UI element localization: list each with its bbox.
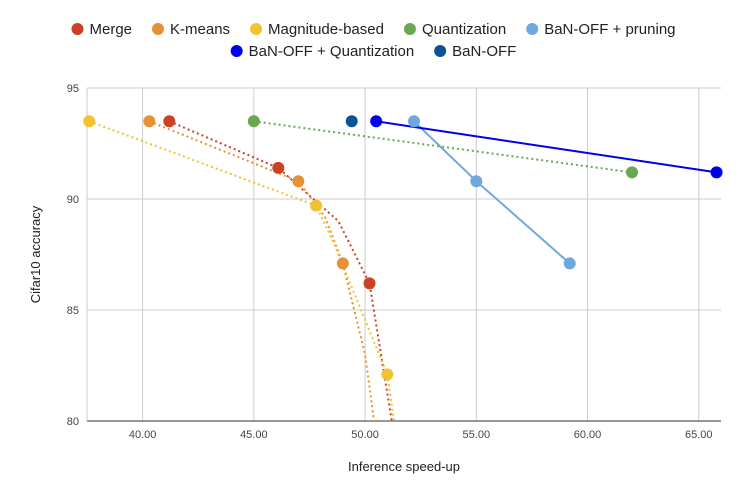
point-k-means	[292, 175, 305, 188]
legend-label-quantization: Quantization	[422, 21, 506, 38]
x-tick-label: 65.00	[685, 429, 713, 441]
legend-marker-ban-off	[434, 45, 447, 57]
legend-marker-k-means	[152, 23, 165, 35]
point-magnitude-based	[83, 115, 96, 128]
legend-marker-ban-off-pruning	[526, 23, 539, 35]
x-tick-label: 40.00	[129, 429, 157, 441]
point-quantization	[247, 115, 260, 128]
y-tick-label: 80	[67, 416, 79, 428]
point-merge	[163, 115, 176, 128]
series-points	[83, 115, 723, 381]
legend-label-ban-off-quantization: BaN-OFF + Quantization	[249, 43, 414, 60]
point-magnitude-based	[310, 199, 323, 212]
trendline-ban-off-pruning	[413, 120, 571, 265]
point-ban-off-pruning	[408, 115, 421, 128]
trendline-ban-off-quantization	[376, 120, 717, 174]
x-tick-label: 50.00	[351, 429, 379, 441]
legend-item-magnitude-based: Magnitude-based	[250, 21, 384, 38]
point-k-means	[143, 115, 156, 128]
legend-item-ban-off-pruning: BaN-OFF + pruning	[526, 21, 676, 38]
point-ban-off-pruning	[470, 175, 483, 188]
x-tick-label: 55.00	[463, 429, 491, 441]
legend-item-ban-off-quantization: BaN-OFF + Quantization	[230, 43, 414, 60]
y-tick-label: 85	[67, 305, 79, 317]
x-axis-title: Inference speed-up	[348, 459, 460, 474]
legend-marker-ban-off-quantization	[230, 45, 243, 57]
x-tick-label: 60.00	[574, 429, 602, 441]
legend-marker-magnitude-based	[250, 23, 263, 35]
trendline-magnitude-based	[88, 120, 395, 421]
legend-marker-merge	[71, 23, 84, 35]
trendline-k-means	[148, 120, 375, 421]
y-tick-label: 90	[67, 194, 79, 206]
legend-item-k-means: K-means	[152, 21, 230, 38]
legend-item-quantization: Quantization	[403, 21, 506, 38]
trendline-quantization	[253, 120, 633, 174]
grid-lines	[86, 87, 721, 422]
legend-item-ban-off: BaN-OFF	[434, 43, 516, 60]
point-quantization	[626, 166, 639, 179]
y-axis-title: Cifar10 accuracy	[28, 205, 43, 303]
point-ban-off-quantization	[710, 166, 723, 179]
legend-marker-quantization	[403, 23, 416, 35]
point-magnitude-based	[381, 368, 394, 381]
point-k-means	[336, 257, 349, 270]
legend-label-ban-off: BaN-OFF	[452, 43, 516, 60]
point-ban-off	[345, 115, 358, 128]
tick-labels: 40.00 45.00 50.00 55.00 60.00 65.00 80 85 90 95	[67, 83, 713, 441]
legend-label-ban-off-pruning: BaN-OFF + pruning	[544, 21, 675, 38]
legend-label-magnitude-based: Magnitude-based	[268, 21, 384, 38]
series-trendlines	[88, 120, 717, 421]
legend: Merge K-means Magnitude-based Quantization B…	[71, 21, 676, 60]
legend-label-merge: Merge	[89, 21, 132, 38]
legend-label-k-means: K-means	[170, 21, 230, 38]
x-tick-label: 45.00	[240, 429, 268, 441]
point-ban-off-pruning	[563, 257, 576, 270]
y-tick-label: 95	[67, 83, 79, 95]
legend-item-merge: Merge	[71, 21, 132, 38]
point-merge	[363, 277, 376, 290]
point-ban-off-quantization	[370, 115, 383, 128]
point-merge	[272, 161, 285, 174]
